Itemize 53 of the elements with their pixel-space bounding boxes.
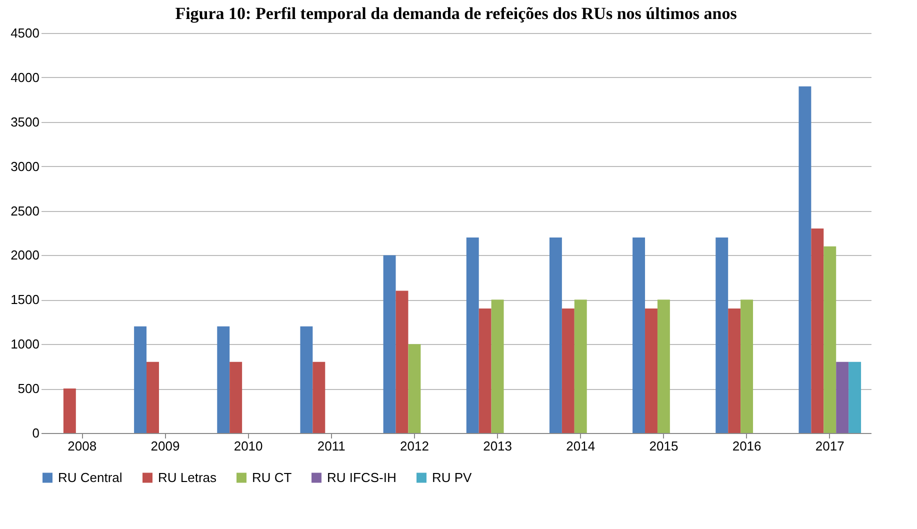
y-tick-label: 3500: [10, 114, 40, 130]
bar: [146, 362, 159, 433]
bar: [728, 308, 741, 433]
bar: [217, 326, 230, 433]
y-tick-label: 1500: [10, 292, 40, 308]
y-tick-label: 2000: [10, 248, 40, 263]
bar: [836, 362, 849, 433]
bar: [300, 326, 313, 433]
bar: [134, 326, 147, 433]
bar: [383, 255, 396, 433]
y-tick-label: 2500: [10, 203, 40, 218]
x-tick-label: 2009: [150, 438, 180, 454]
bar: [408, 344, 421, 433]
y-tick-label: 500: [18, 381, 40, 396]
bar: [312, 362, 326, 433]
y-tick-label: 3000: [10, 158, 40, 174]
bar: [562, 308, 574, 433]
legend-label: RU Central: [58, 470, 122, 485]
bar: [396, 290, 408, 433]
bar: [740, 300, 754, 433]
legend-label: RU PV: [432, 470, 472, 485]
x-tick-label: 2010: [234, 438, 263, 454]
bar: [574, 300, 587, 433]
bar: [230, 362, 242, 433]
bar: [478, 308, 492, 433]
legend-label: RU CT: [252, 470, 292, 485]
bar: [645, 308, 658, 433]
bar: [716, 237, 728, 433]
legend-label: RU Letras: [158, 470, 218, 485]
y-tick-label: 1000: [10, 336, 40, 352]
bar: [798, 86, 812, 433]
x-tick-label: 2011: [317, 438, 346, 454]
x-tick-label: 2012: [400, 438, 429, 454]
y-tick-label: 4500: [10, 26, 40, 40]
x-tick-label: 2017: [815, 438, 844, 454]
bar: [491, 300, 504, 433]
bar: [824, 246, 836, 433]
chart-title: Figura 10: Perfil temporal da demanda de refeições dos RUs nos últimos anos: [175, 4, 738, 23]
y-tick-label: 0: [32, 426, 40, 440]
bar: [848, 362, 862, 433]
bar: [466, 237, 479, 433]
bar: [549, 237, 562, 433]
bar: [657, 300, 670, 433]
x-tick-label: 2015: [649, 438, 678, 454]
x-tick-label: 2013: [483, 438, 512, 454]
legend-label: RU IFCS-IH: [327, 470, 396, 485]
bar: [632, 237, 646, 433]
x-tick-label: 2008: [68, 438, 97, 454]
x-tick-label: 2016: [732, 438, 762, 454]
y-tick-label: 4000: [10, 70, 40, 85]
bar: [811, 228, 824, 433]
x-tick-label: 2014: [566, 438, 596, 454]
bar: [63, 388, 76, 433]
